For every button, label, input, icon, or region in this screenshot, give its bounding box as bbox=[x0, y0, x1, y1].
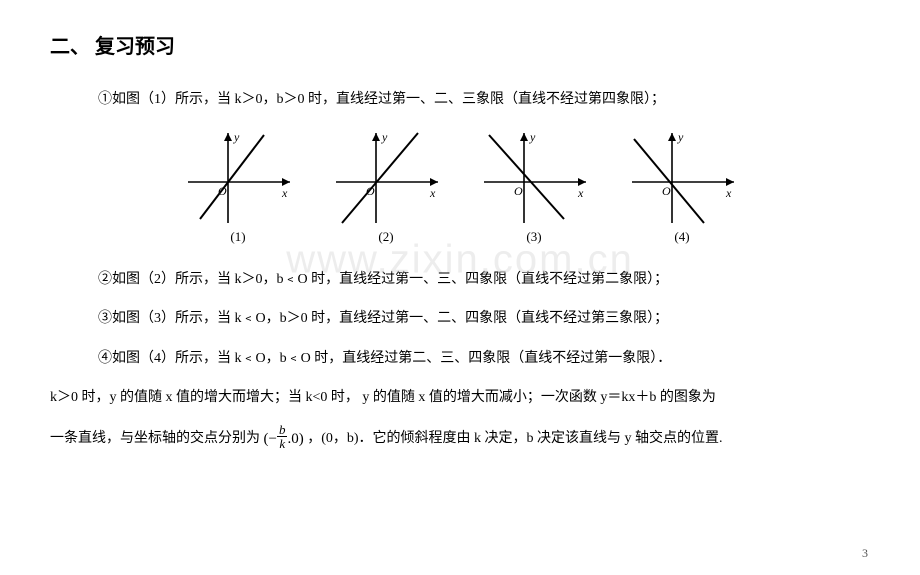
p5b-pre: 一条直线，与坐标轴的交点分别为 bbox=[50, 431, 260, 446]
svg-text:O: O bbox=[514, 184, 523, 198]
svg-text:O: O bbox=[662, 184, 671, 198]
graph-2-label: (2) bbox=[378, 229, 393, 245]
section-title: 二、 复习预习 bbox=[50, 30, 870, 59]
graph-1: O x y (1) bbox=[178, 127, 298, 245]
graph-3: O x y (3) bbox=[474, 127, 594, 245]
graph-4: O x y (4) bbox=[622, 127, 742, 245]
paragraph-1: ①如图（1）所示，当 k＞0，b＞0 时，直线经过第一、二、三象限（直线不经过第… bbox=[50, 83, 870, 117]
graph-3-label: (3) bbox=[526, 229, 541, 245]
svg-text:O: O bbox=[218, 184, 227, 198]
graph-4-label: (4) bbox=[674, 229, 689, 245]
svg-text:x: x bbox=[725, 186, 732, 200]
page-number: 3 bbox=[862, 546, 868, 561]
svg-text:y: y bbox=[233, 130, 240, 144]
paragraph-4: ④如图（4）所示，当 k﹤O，b﹤O 时，直线经过第二、三、四象限（直线不经过第… bbox=[50, 342, 870, 376]
fraction-b-over-k: bk bbox=[277, 423, 288, 450]
svg-text:y: y bbox=[677, 130, 684, 144]
intercept-open: (− bbox=[264, 431, 277, 447]
graph-2-svg: O x y bbox=[326, 127, 446, 227]
fraction-den: k bbox=[277, 437, 288, 450]
paragraph-3: ③如图（3）所示，当 k﹤O，b＞0 时，直线经过第一、二、四象限（直线不经过第… bbox=[50, 302, 870, 336]
svg-text:x: x bbox=[281, 186, 288, 200]
graph-1-label: (1) bbox=[230, 229, 245, 245]
graph-4-svg: O x y bbox=[622, 127, 742, 227]
svg-text:y: y bbox=[381, 130, 388, 144]
paragraph-5b: 一条直线，与坐标轴的交点分别为 (−bk.0) ，(0，b)．它的倾斜程度由 k… bbox=[50, 421, 870, 457]
svg-text:y: y bbox=[529, 130, 536, 144]
p5b-post: ，(0，b)．它的倾斜程度由 k 决定，b 决定该直线与 y 轴交点的位置. bbox=[307, 431, 722, 446]
graph-2: O x y (2) bbox=[326, 127, 446, 245]
graphs-row: O x y (1) O x y (2) O x y (3) bbox=[50, 127, 870, 245]
graph-3-svg: O x y bbox=[474, 127, 594, 227]
svg-text:x: x bbox=[429, 186, 436, 200]
graph-1-svg: O x y bbox=[178, 127, 298, 227]
svg-text:x: x bbox=[577, 186, 584, 200]
paragraph-2: ②如图（2）所示，当 k＞0，b﹤O 时，直线经过第一、三、四象限（直线不经过第… bbox=[50, 263, 870, 297]
svg-text:O: O bbox=[366, 184, 375, 198]
fraction-num: b bbox=[277, 423, 288, 437]
intercept-close: .0) bbox=[287, 431, 303, 447]
paragraph-5a: k＞0 时，y 的值随 x 值的增大而增大；当 k<0 时， y 的值随 x 值… bbox=[50, 381, 870, 415]
